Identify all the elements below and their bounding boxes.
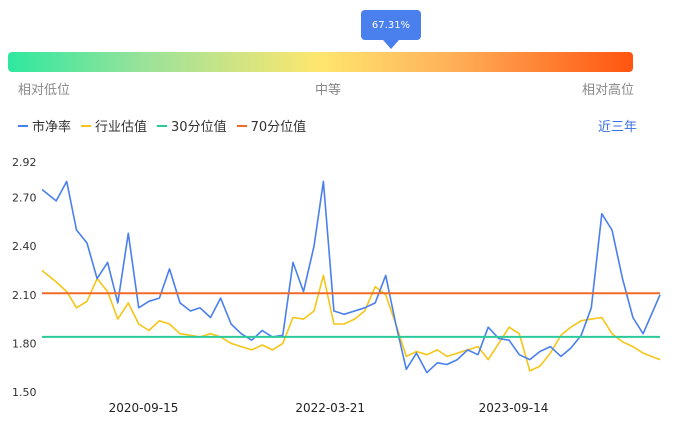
valuation-gauge-bar (8, 52, 633, 72)
legend-item-industry[interactable]: 行业估值 (81, 116, 147, 135)
gauge-mid-label: 中等 (315, 83, 342, 98)
legend-label-pe: 市净率 (32, 120, 72, 135)
y-tick-label: 2.92 (12, 156, 37, 169)
legend-swatch-p30 (157, 124, 168, 127)
legend-swatch-industry (81, 124, 92, 127)
y-tick-label: 1.80 (12, 337, 37, 350)
percentile-value: 67.31% (371, 19, 411, 31)
legend-label-industry: 行业估值 (95, 120, 148, 135)
gauge-low-label: 相对低位 (18, 83, 71, 98)
legend-item-p30[interactable]: 30分位值 (157, 116, 227, 135)
x-tick-label: 2022-03-21 (295, 401, 365, 415)
legend-swatch-pe (18, 124, 28, 127)
legend-swatch-p70 (236, 124, 247, 127)
percentile-tooltip: 67.31% (361, 10, 421, 40)
tooltip-pointer (383, 40, 399, 49)
series-line-pe (41, 180, 661, 374)
series-line-industry (41, 269, 661, 372)
y-tick-label: 1.50 (12, 386, 37, 399)
legend-item-pe[interactable]: 市净率 (18, 116, 71, 135)
y-tick-label: 2.10 (12, 289, 37, 302)
x-tick-label: 2020-09-15 (109, 401, 179, 415)
period-select-button[interactable]: 近三年 (598, 120, 638, 135)
x-tick-label: 2023-09-14 (479, 401, 549, 415)
legend-label-p70: 70分位值 (250, 120, 307, 135)
y-tick-label: 2.40 (12, 240, 37, 253)
legend-item-p70[interactable]: 70分位值 (236, 116, 307, 135)
gauge-high-label: 相对高位 (582, 83, 635, 98)
chart-legend: 市净率 行业估值 30分位值 70分位值 (18, 116, 306, 135)
y-tick-label: 2.70 (12, 192, 37, 205)
legend-label-p30: 30分位值 (171, 120, 227, 135)
